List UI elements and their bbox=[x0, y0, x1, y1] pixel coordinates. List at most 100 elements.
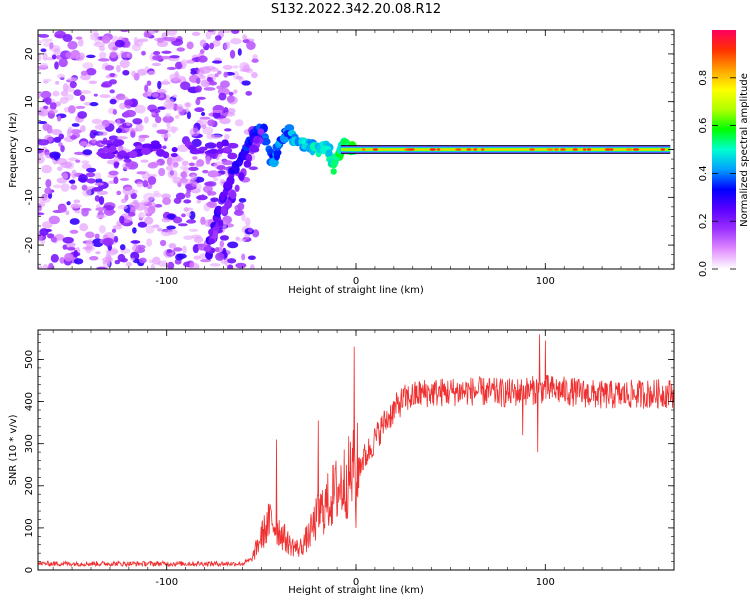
spectrogram-noise-blob bbox=[79, 94, 86, 102]
spectrogram-track-blob bbox=[208, 238, 215, 245]
spectrogram-noise-blob bbox=[182, 245, 187, 254]
spectrogram-noise-blob bbox=[131, 70, 137, 77]
spectrogram-noise-blob bbox=[224, 133, 230, 140]
spectrogram-noise-blob bbox=[38, 212, 45, 216]
spectrogram-noise-blob bbox=[207, 170, 220, 178]
spectrogram-noise-blob bbox=[222, 160, 233, 166]
spectrogram-noise-blob bbox=[126, 51, 133, 59]
spectrogram-track-blob bbox=[238, 172, 245, 181]
spectrogram-noise-blob bbox=[58, 204, 67, 213]
spectrogram-noise-blob bbox=[156, 227, 163, 232]
spectrogram-noise-blob bbox=[196, 96, 206, 100]
spectrogram-noise-blob bbox=[170, 152, 178, 158]
carrier-band-spot bbox=[582, 148, 587, 151]
colorbar-ticks: 0.0 0.2 0.4 0.6 0.8 bbox=[698, 70, 736, 277]
snr-y-label: SNR (10 * v/v) bbox=[8, 414, 19, 485]
spectrogram-noise-blob bbox=[152, 51, 161, 56]
colorbar-tick-label: 0.6 bbox=[698, 118, 709, 134]
spectrogram-noise-blob bbox=[85, 54, 96, 59]
carrier-band-spot bbox=[586, 148, 592, 151]
spectrogram-noise-blob bbox=[71, 169, 77, 179]
spectrogram-noise-blob bbox=[117, 96, 129, 101]
spectrogram-noise-blob bbox=[104, 64, 115, 71]
spectrogram-noise-blob bbox=[171, 147, 178, 153]
spectrogram-noise-blob bbox=[108, 170, 119, 176]
spectrogram-noise-blob bbox=[144, 66, 149, 71]
spectrogram-noise-blob bbox=[75, 105, 86, 109]
snr-x-tick-label: 100 bbox=[536, 577, 555, 588]
spectrogram-noise-blob bbox=[39, 228, 49, 236]
spectrogram-noise-blob bbox=[83, 101, 92, 106]
spectrogram-noise-blob bbox=[176, 104, 184, 113]
spectrogram-noise-blob bbox=[39, 62, 49, 69]
spectrogram-noise-blob bbox=[73, 258, 84, 265]
spectrogram-noise-blob bbox=[223, 42, 231, 50]
spectrogram-noise-blob bbox=[181, 58, 188, 67]
spectrogram-track-blob bbox=[214, 205, 223, 215]
spectrogram-noise-blob bbox=[246, 41, 256, 50]
spectrogram-noise-blob bbox=[237, 202, 245, 211]
spectrogram-noise-blob bbox=[41, 221, 53, 229]
spectrogram-noise-blob bbox=[109, 98, 117, 105]
spectrogram-noise-blob bbox=[80, 125, 86, 133]
spectrogram-noise-blob bbox=[221, 30, 232, 34]
spectrogram-noise-blob bbox=[199, 253, 207, 260]
spectrogram-noise-blob bbox=[113, 161, 119, 169]
spectrogram-noise-blob bbox=[241, 80, 251, 86]
snr-x-ticks: -100 0 100 bbox=[52, 330, 660, 588]
snr-y-tick-label: 400 bbox=[24, 392, 35, 411]
spectrogram-noise-blob bbox=[165, 37, 177, 42]
spectrogram-noise-blob bbox=[193, 255, 201, 260]
spectrogram-noise-blob bbox=[166, 213, 176, 220]
spectrogram-noise-blob bbox=[101, 257, 114, 263]
colorbar-tick-label: 0.2 bbox=[698, 213, 709, 229]
spectrogram-noise-blob bbox=[191, 180, 198, 187]
spectrogram-noise-blob bbox=[116, 119, 121, 126]
spectrogram-noise-blob bbox=[188, 166, 199, 171]
spectrogram-noise-blob bbox=[55, 54, 62, 60]
spectrogram-noise-blob bbox=[112, 108, 118, 115]
carrier-band-spot bbox=[473, 148, 478, 151]
spectrogram-noise-blob bbox=[156, 129, 169, 135]
spectrogram-noise-blob bbox=[66, 246, 76, 251]
spectrogram-noise-blob bbox=[132, 199, 139, 205]
spectrogram-noise-blob bbox=[69, 218, 80, 225]
spectrogram-noise-blob bbox=[233, 89, 238, 94]
snr-x-tick-label: 0 bbox=[353, 577, 359, 588]
spectrogram-noise-blob bbox=[202, 169, 209, 174]
spectrogram-noise-blob bbox=[194, 107, 205, 113]
spectrogram-noise-blob bbox=[189, 210, 196, 220]
spectrogram-noise-blob bbox=[136, 171, 147, 175]
spectrogram-noise-blob bbox=[74, 210, 81, 214]
spectrogram-noise-blob bbox=[98, 225, 106, 234]
spectrogram-noise-blob bbox=[147, 70, 156, 76]
spectrogram-noise-blob bbox=[153, 190, 160, 196]
spectrogram-x-tick-label: 0 bbox=[353, 276, 359, 287]
spectrogram-noise-blob bbox=[40, 90, 52, 99]
spectrogram-noise-blob bbox=[215, 252, 225, 261]
spectrogram-noise-blob bbox=[229, 49, 236, 59]
spectrogram-noise-blob bbox=[62, 236, 74, 244]
spectrogram-y-tick-label: -20 bbox=[24, 237, 35, 253]
spectrogram-noise-blob bbox=[90, 129, 98, 134]
spectrogram-noise-blob bbox=[114, 39, 125, 48]
spectrogram-noise-blob bbox=[189, 127, 200, 137]
spectrogram-noise-blob bbox=[96, 190, 109, 196]
spectrogram-noise-blob bbox=[94, 182, 104, 186]
spectrogram-noise-blob bbox=[152, 54, 163, 61]
spectrogram-noise-blob bbox=[58, 58, 68, 68]
spectrogram-noise-blob bbox=[210, 197, 219, 203]
spectrogram-track-blob bbox=[330, 168, 337, 175]
spectrogram-track-blob bbox=[234, 184, 240, 192]
spectrogram-noise-blob bbox=[40, 48, 47, 53]
carrier-band-spot bbox=[372, 148, 379, 151]
spectrogram-noise-blob bbox=[47, 265, 54, 269]
spectrogram-carrier-band bbox=[340, 145, 671, 154]
spectrogram-noise-blob bbox=[196, 200, 201, 204]
spectrogram-noise-blob bbox=[101, 35, 111, 44]
spectrogram-noise-blob bbox=[67, 40, 78, 50]
spectrogram-noise-blob bbox=[38, 33, 50, 38]
spectrogram-noise-blob bbox=[97, 58, 110, 62]
spectrogram-noise-blob bbox=[60, 183, 70, 192]
spectrogram-noise-blob bbox=[234, 119, 244, 127]
